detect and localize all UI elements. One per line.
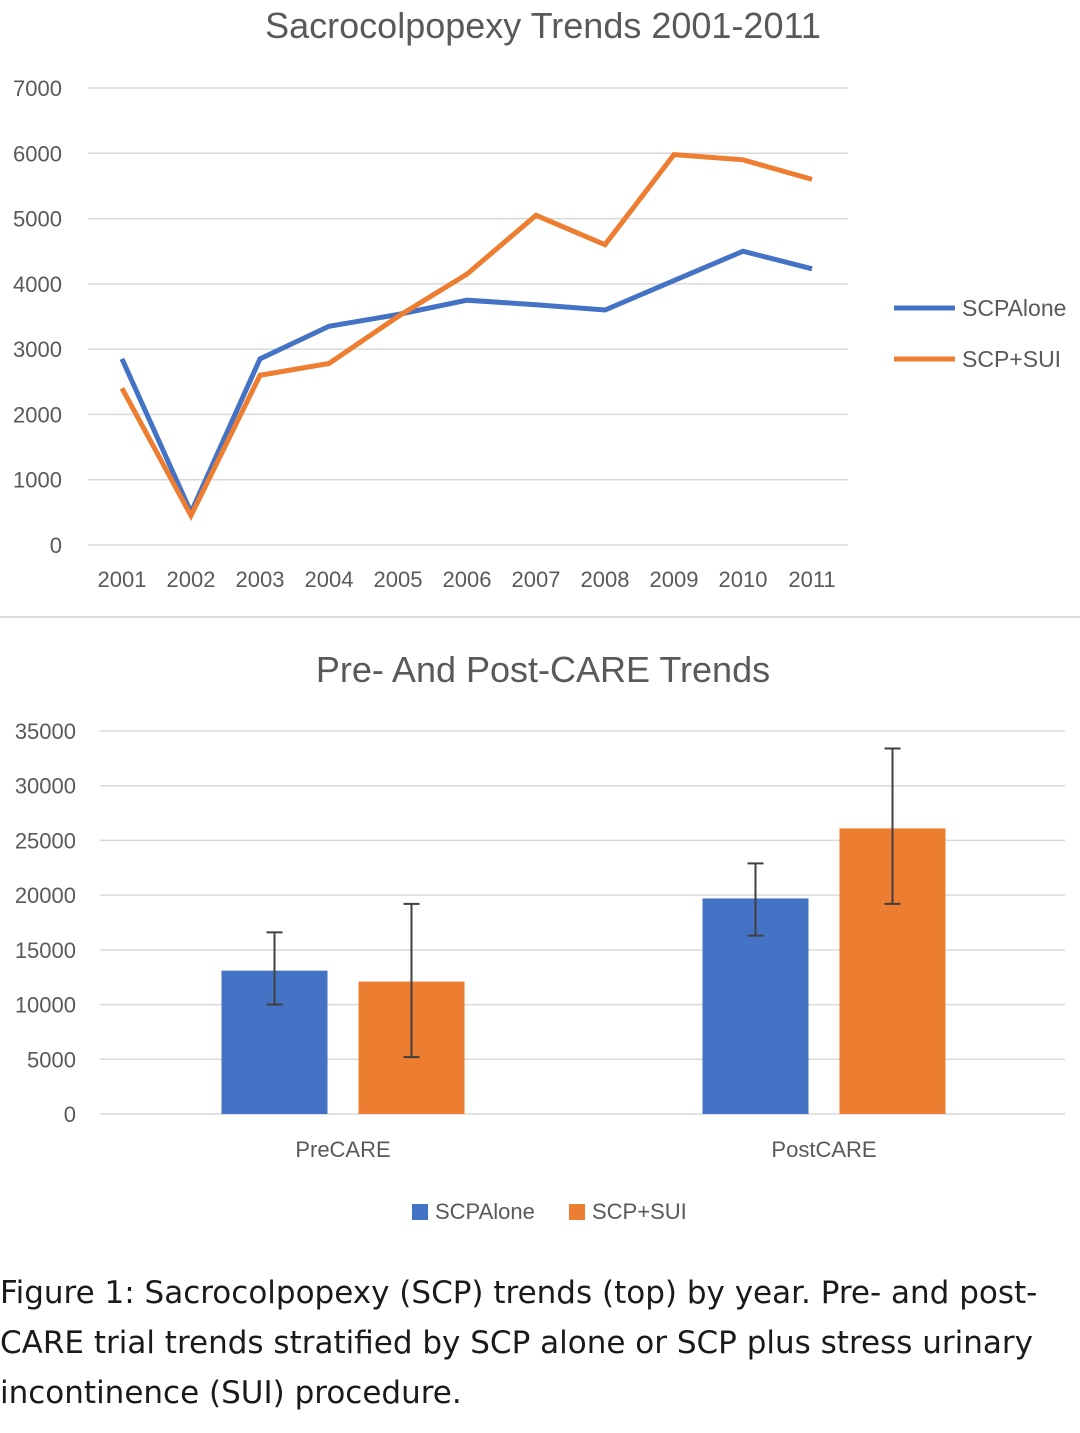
y-tick-label: 35000	[15, 719, 76, 744]
y-tick-label: 20000	[15, 883, 76, 908]
bar-chart-title: Pre- And Post-CARE Trends	[316, 649, 770, 690]
y-tick-label: 2000	[13, 402, 62, 427]
bar-chart: Pre- And Post-CARE Trends 0 5000 10000 1500…	[15, 649, 1065, 1224]
x-tick-label: 2007	[512, 567, 561, 592]
x-tick-label: 2002	[167, 567, 216, 592]
y-tick-label: 1000	[13, 468, 62, 493]
x-tick-label: 2008	[581, 567, 630, 592]
y-tick-label: 3000	[13, 337, 62, 362]
series-line-SCP+SUI	[119, 152, 813, 522]
x-tick-label: 2003	[236, 567, 285, 592]
x-tick-label: 2011	[788, 567, 835, 592]
figure-caption: Figure 1: Sacrocolpopexy (SCP) trends (t…	[0, 1275, 1038, 1411]
line-chart-title: Sacrocolpopexy Trends 2001-2011	[265, 5, 821, 46]
legend-label: SCP+SUI	[592, 1199, 687, 1224]
line-chart: Sacrocolpopexy Trends 2001-2011 0 1000 200…	[13, 5, 1066, 592]
y-tick-label: 15000	[15, 938, 76, 963]
legend-label: SCP+SUI	[962, 346, 1061, 372]
legend-swatch	[412, 1204, 428, 1220]
series-line-SCPAlone	[119, 248, 813, 519]
y-tick-label: 10000	[15, 993, 76, 1018]
x-tick-label: 2009	[650, 567, 699, 592]
y-tick-label: 0	[50, 533, 62, 558]
x-tick-label: 2010	[719, 567, 768, 592]
y-tick-label: 6000	[13, 141, 62, 166]
category-label: PreCARE	[295, 1137, 390, 1162]
y-tick-label: 7000	[13, 76, 62, 101]
y-tick-label: 5000	[13, 207, 62, 232]
x-tick-label: 2006	[443, 567, 492, 592]
x-tick-label: 2001	[98, 567, 147, 592]
y-tick-label: 4000	[13, 272, 62, 297]
y-tick-label: 25000	[15, 828, 76, 853]
x-tick-label: 2005	[374, 567, 423, 592]
y-tick-label: 5000	[27, 1047, 76, 1072]
legend-label: SCPAlone	[962, 295, 1066, 321]
y-tick-label: 30000	[15, 774, 76, 799]
category-label: PostCARE	[771, 1137, 876, 1162]
y-tick-label: 0	[64, 1102, 76, 1127]
legend-label: SCPAlone	[435, 1199, 535, 1224]
x-tick-label: 2004	[305, 567, 354, 592]
legend-swatch	[569, 1204, 585, 1220]
